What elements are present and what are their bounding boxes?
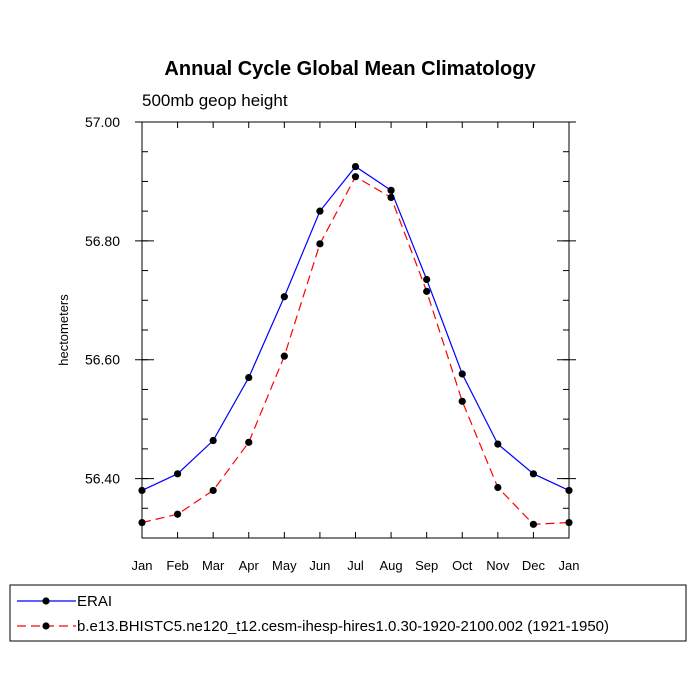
series-2-point (316, 240, 324, 248)
series-2-point (209, 486, 217, 495)
y-axis-label: hectometers (56, 294, 71, 366)
series-1-point (423, 275, 431, 284)
series-2-point (458, 397, 466, 405)
x-tick-label: Apr (239, 558, 260, 573)
legend-label-1: ERAI (77, 593, 112, 610)
y-tick-label: 56.80 (85, 233, 120, 249)
series-2-point (529, 520, 538, 528)
series-layer (138, 162, 573, 528)
series-1-point (351, 162, 360, 171)
series-2-point (280, 352, 288, 360)
axis-ticks: Jan Feb Mar Apr May Jun Jul Aug Sep Oct Nov Dec Jan 5… (85, 114, 580, 573)
series-2-point (245, 438, 253, 446)
series-1-point (494, 440, 502, 448)
legend-marker-2 (42, 622, 50, 630)
series-1-point (209, 436, 217, 445)
series-1-point (138, 486, 146, 495)
series-1-point (387, 186, 395, 194)
series-1-point (458, 370, 466, 378)
series-1-point (316, 207, 324, 215)
series-1-point (280, 293, 288, 301)
series-line-2 (141, 175, 570, 525)
legend: ERAI b.e13.BHISTC5.ne120_t12.cesm-ihesp-h… (9, 584, 687, 642)
legend-box (9, 584, 687, 642)
series-1-point (245, 373, 253, 382)
x-tick-label: Dec (522, 558, 546, 573)
x-tick-label: Jul (347, 558, 364, 573)
y-tick-label: 57.00 (85, 114, 120, 130)
series-line-1 (141, 165, 570, 492)
series-2-point (565, 518, 573, 527)
x-tick-label: Feb (166, 558, 188, 573)
x-tick-label: Jan (132, 558, 153, 573)
series-2-point (138, 518, 146, 527)
series-1-point (565, 486, 573, 495)
x-tick-label: Oct (452, 558, 473, 573)
plot-frame (141, 121, 570, 539)
series-2-point (494, 483, 502, 492)
legend-marker-1 (42, 597, 50, 605)
x-tick-label: Jun (309, 558, 330, 573)
x-tick-label: May (272, 558, 297, 573)
x-tick-label: Aug (380, 558, 403, 573)
x-tick-label: Nov (486, 558, 510, 573)
chart-title: Annual Cycle Global Mean Climatology (164, 58, 536, 80)
series-1-point (173, 470, 182, 478)
series-2-point (351, 173, 360, 181)
series-2-point (387, 193, 395, 202)
x-tick-label: Mar (202, 558, 225, 573)
series-2-point (173, 510, 182, 518)
y-tick-label: 56.40 (85, 471, 120, 487)
series-2-point (423, 287, 431, 295)
series-1-point (529, 470, 538, 478)
x-tick-label: Jan (559, 558, 580, 573)
chart-subtitle: 500mb geop height (142, 91, 288, 110)
y-tick-label: 56.60 (85, 352, 120, 368)
x-tick-label: Sep (415, 558, 438, 573)
legend-label-2: b.e13.BHISTC5.ne120_t12.cesm-ihesp-hires… (77, 618, 609, 635)
